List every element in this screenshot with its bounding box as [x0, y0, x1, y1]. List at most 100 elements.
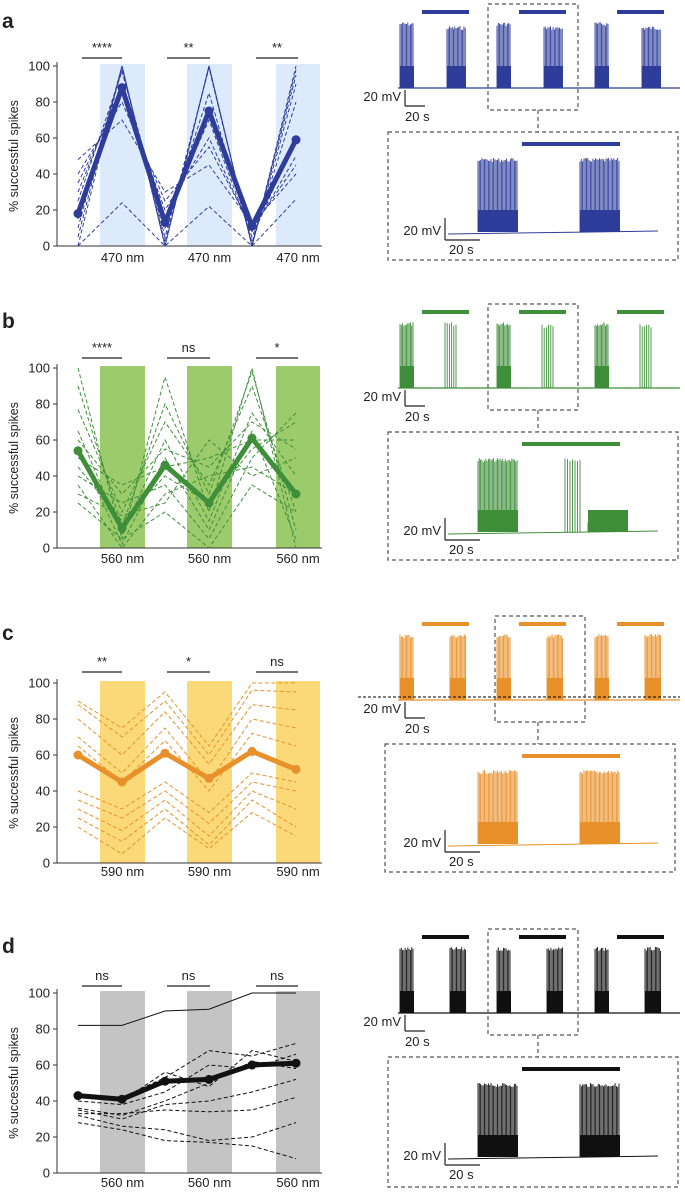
x-tick-label: 470 nm: [101, 250, 144, 265]
stimulus-period-2: [187, 366, 232, 548]
mean-point: [291, 489, 301, 499]
significance-label: ns: [182, 968, 196, 983]
mean-point: [204, 106, 214, 116]
y-axis-label: % successful spikes: [7, 1027, 21, 1139]
x-tick-label: 560 nm: [276, 1175, 319, 1190]
stimulus-period-3: [276, 64, 320, 246]
individual-series: [77, 1114, 297, 1142]
zoom-box: [387, 131, 679, 261]
mean-point: [247, 433, 257, 443]
panel-letter: b: [2, 310, 15, 333]
mean-point: [247, 221, 257, 231]
mean-point: [160, 218, 170, 228]
stimulus-period-3: [276, 991, 320, 1173]
y-tick-label: 0: [43, 239, 50, 254]
y-tick-label: 60: [36, 433, 50, 448]
y-axis-label: % successful spikes: [7, 717, 21, 829]
mean-point: [73, 209, 83, 219]
individual-series: [77, 1042, 297, 1098]
significance-label: ns: [270, 968, 284, 983]
y-tick-label: 40: [36, 167, 50, 182]
zoom-scale-amplitude-label: 20 mV: [403, 523, 441, 538]
recorded-trace: 20 mV 20 s 20 mV 20 s: [363, 3, 680, 261]
zoom-baseline: [447, 230, 659, 235]
significance-label: ****: [92, 40, 112, 55]
mean-point: [117, 83, 127, 93]
scale-amplitude-label: 20 mV: [363, 389, 401, 404]
mean-point: [247, 746, 257, 756]
panel-a: a 0 20 40 60 80 100 % successful spikes 470 nm 47…: [2, 3, 680, 265]
individual-series: [77, 689, 297, 756]
mean-point: [247, 1060, 257, 1070]
scale-time-label: 20 s: [405, 1034, 430, 1049]
x-tick-label: 560 nm: [101, 551, 144, 566]
y-tick-label: 40: [36, 469, 50, 484]
zoom-selection-box: [487, 928, 579, 1036]
y-tick-label: 20: [36, 203, 50, 218]
zoom-box: [384, 743, 676, 873]
individual-series: [77, 421, 297, 495]
mean-point: [291, 135, 301, 145]
recorded-trace: 20 mV 20 s 20 mV 20 s: [363, 303, 680, 561]
panel-letter: a: [2, 10, 14, 33]
y-axis-label: % successful spikes: [7, 402, 21, 514]
zoom-selection-box: [494, 615, 586, 723]
y-tick-label: 0: [43, 1166, 50, 1181]
y-tick-label: 40: [36, 784, 50, 799]
mean-series: [77, 1060, 297, 1102]
zoom-stimulus-bar: [522, 442, 620, 446]
individual-series: [77, 384, 297, 514]
mean-point: [204, 773, 214, 783]
significance-label: *: [274, 340, 279, 355]
y-tick-label: 100: [28, 986, 50, 1001]
mean-series: [76, 748, 297, 785]
significance-label: ns: [270, 654, 284, 669]
significance-label: **: [272, 40, 282, 55]
zoom-baseline: [447, 530, 659, 535]
mean-point: [204, 1074, 214, 1084]
mean-point: [73, 1091, 83, 1101]
y-tick-label: 100: [28, 676, 50, 691]
individual-series: [77, 790, 297, 837]
significance-label: ****: [92, 340, 112, 355]
scale-time-label: 20 s: [405, 409, 430, 424]
stimulus-bar: [422, 310, 469, 314]
individual-series: [77, 682, 296, 747]
stimulus-bar: [422, 622, 469, 626]
zoom-baseline: [447, 842, 659, 847]
individual-series: [77, 91, 297, 233]
zoom-scale-time-label: 20 s: [449, 1167, 474, 1182]
panel-b: b 0 20 40 60 80 100 % successful spikes 560 nm 56…: [2, 303, 680, 566]
scale-time-label: 20 s: [405, 109, 430, 124]
zoom-scale-amplitude-label: 20 mV: [403, 223, 441, 238]
stimulus-bar: [519, 622, 566, 626]
zoom-scale-amplitude-label: 20 mV: [403, 1148, 441, 1163]
individual-series: [77, 718, 297, 783]
stimulus-bar: [422, 935, 469, 939]
individual-series: [77, 772, 297, 814]
stimulus-bar: [519, 310, 566, 314]
individual-series: [77, 439, 296, 486]
scale-amplitude-label: 20 mV: [363, 89, 401, 104]
zoom-selection-box: [487, 303, 579, 411]
zoom-selection-box: [487, 3, 579, 111]
scale-amplitude-label: 20 mV: [363, 1014, 401, 1029]
individual-series: [77, 799, 297, 846]
x-tick-label: 560 nm: [188, 551, 231, 566]
panel-letter: c: [2, 622, 14, 645]
individual-series: [77, 100, 297, 229]
mean-point: [117, 523, 127, 533]
y-tick-label: 80: [36, 95, 50, 110]
recorded-trace: 20 mV 20 s 20 mV 20 s: [363, 928, 680, 1188]
individual-series: [77, 369, 297, 531]
stimulus-bar: [519, 10, 566, 14]
zoom-stimulus-bar: [522, 1067, 620, 1071]
zoom-scale-time-label: 20 s: [449, 542, 474, 557]
zoom-stimulus-bar: [522, 142, 620, 146]
individual-series: [78, 992, 296, 1026]
individual-series: [77, 1060, 297, 1116]
zoom-scale-time-label: 20 s: [449, 242, 474, 257]
y-tick-label: 60: [36, 748, 50, 763]
mean-point: [117, 777, 127, 787]
significance-label: ns: [182, 340, 196, 355]
